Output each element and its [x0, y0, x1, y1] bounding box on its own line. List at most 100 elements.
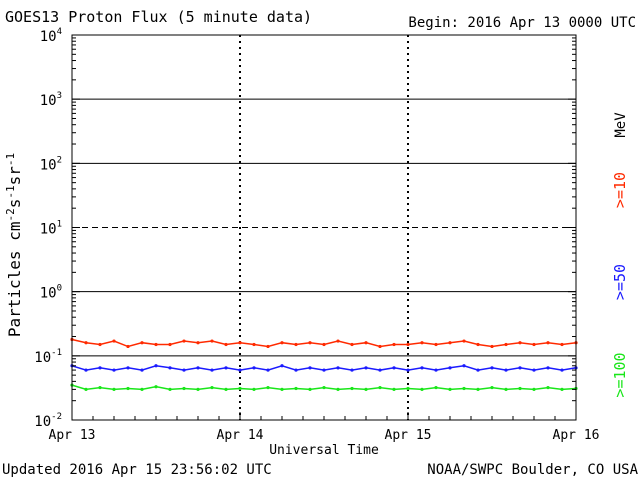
y-axis-label: Particles cm-2s-1sr-1 [4, 153, 24, 337]
data-point [462, 339, 466, 343]
data-point [168, 387, 172, 391]
data-point [518, 386, 522, 391]
data-point [224, 342, 228, 347]
y-tick-label: 101 [40, 220, 62, 238]
data-point [392, 366, 396, 370]
data-point [196, 341, 200, 345]
data-point [154, 364, 158, 368]
data-point [532, 387, 536, 391]
y-tick-label: 100 [40, 284, 62, 302]
data-point [252, 387, 256, 391]
data-point [420, 341, 424, 345]
data-point [532, 342, 536, 347]
data-point [518, 366, 522, 370]
data-point [308, 387, 312, 391]
x-axis-label: Universal Time [269, 443, 379, 458]
data-point [448, 341, 452, 345]
data-point [84, 341, 88, 345]
data-point [266, 368, 270, 372]
x-tick-label: Apr 16 [553, 428, 600, 443]
data-point [252, 366, 256, 370]
legend-unit: MeV [613, 112, 629, 138]
data-point [448, 387, 452, 391]
data-point [336, 387, 340, 391]
data-point [210, 339, 214, 343]
data-point [462, 364, 466, 368]
data-point [98, 385, 102, 390]
data-point [294, 342, 298, 347]
data-point [336, 366, 340, 370]
x-tick-label: Apr 14 [217, 428, 264, 443]
data-point [364, 387, 368, 391]
data-point [462, 386, 466, 391]
data-point [126, 344, 130, 349]
data-point [448, 366, 452, 370]
data-point [364, 341, 368, 345]
data-point [196, 366, 200, 370]
data-point [378, 344, 382, 349]
data-point [560, 368, 564, 372]
data-point [294, 368, 298, 372]
data-point [182, 386, 186, 391]
data-point [322, 342, 326, 347]
y-tick-label: 103 [40, 91, 62, 109]
data-point [84, 387, 88, 391]
data-point [238, 341, 242, 345]
data-point [406, 368, 410, 372]
data-point [546, 366, 550, 370]
data-point [224, 366, 228, 370]
data-point [238, 368, 242, 372]
data-point [546, 385, 550, 390]
data-point [392, 342, 396, 347]
data-point [420, 387, 424, 391]
data-point [238, 386, 242, 391]
data-point [182, 339, 186, 343]
data-point [406, 342, 410, 347]
data-point [350, 368, 354, 372]
data-point [504, 387, 508, 391]
data-point [112, 368, 116, 372]
data-point [98, 366, 102, 370]
data-point [490, 344, 494, 349]
data-point [140, 368, 144, 372]
grid-lines [72, 35, 576, 420]
data-point [350, 386, 354, 391]
data-point [168, 342, 172, 347]
data-point [490, 385, 494, 390]
data-point [98, 342, 102, 347]
data-point [224, 387, 228, 391]
legend-entry: >=10 [611, 172, 629, 208]
data-point [252, 342, 256, 347]
y-tick-label: 104 [40, 27, 62, 45]
data-point [476, 387, 480, 391]
data-point [266, 344, 270, 349]
data-point [308, 366, 312, 370]
data-point [140, 387, 144, 391]
data-point [560, 342, 564, 347]
data-point [140, 341, 144, 345]
data-point [392, 387, 396, 391]
begin-time: Begin: 2016 Apr 13 0000 UTC [408, 15, 636, 31]
data-point [154, 342, 158, 347]
chart-title: GOES13 Proton Flux (5 minute data) [5, 8, 312, 26]
data-point [560, 387, 564, 391]
data-point [350, 342, 354, 347]
data-point [112, 339, 116, 343]
data-point [420, 366, 424, 370]
data-point [308, 341, 312, 345]
data-point [434, 368, 438, 372]
data-point [210, 368, 214, 372]
data-point [280, 364, 284, 368]
series-layer [70, 337, 578, 391]
data-point [322, 368, 326, 372]
data-point [126, 366, 130, 370]
data-point [126, 386, 130, 391]
data-point [378, 368, 382, 372]
legend: MeV >=10 >=50 >=100 [611, 112, 629, 398]
data-point [322, 385, 326, 390]
x-tick-label: Apr 15 [385, 428, 432, 443]
x-axis-ticks: Apr 13 Apr 14 Apr 15 Apr 16 [49, 412, 600, 443]
data-point [112, 387, 116, 391]
